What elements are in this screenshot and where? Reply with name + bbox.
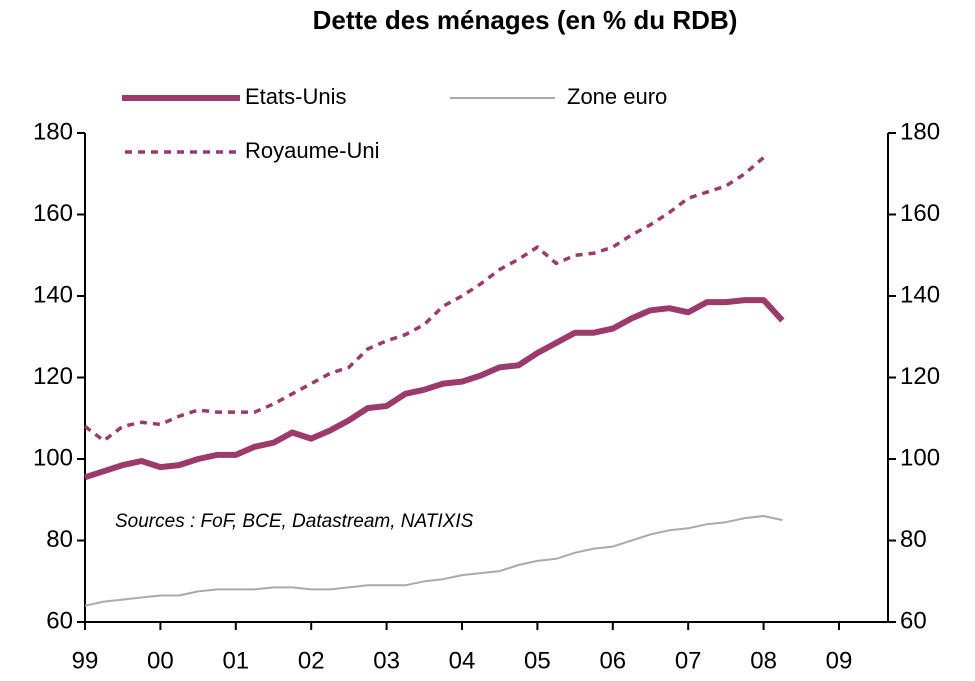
y2-tick-label: 120	[900, 363, 940, 390]
y-tick-label: 180	[33, 118, 73, 145]
x-tick-label: 08	[750, 647, 777, 674]
line-series	[83, 156, 765, 443]
y2-tick-label: 140	[900, 281, 940, 308]
y2-tick-label: 180	[900, 118, 940, 145]
y2-tick-label: 60	[900, 607, 927, 634]
x-tick-label: 09	[826, 647, 853, 674]
y-tick-label: 100	[33, 444, 73, 471]
y2-tick-label: 160	[900, 200, 940, 227]
x-tick-label: 99	[72, 647, 99, 674]
y2-tick-label: 80	[900, 526, 927, 553]
x-tick-label: 07	[675, 647, 702, 674]
x-tick-label: 06	[599, 647, 626, 674]
annotation: Sources : FoF, BCE, Datastream, NATIXIS	[115, 511, 474, 532]
legend-label: Etats-Unis	[245, 84, 346, 109]
line-series	[84, 297, 785, 481]
legend-label: Zone euro	[567, 84, 667, 109]
chart-title: Dette des ménages (en % du RDB)	[313, 5, 738, 35]
x-tick-label: 05	[524, 647, 551, 674]
x-tick-label: 04	[449, 647, 476, 674]
legend-label: Royaume-Uni	[245, 138, 380, 163]
y-tick-label: 60	[46, 607, 73, 634]
y2-tick-label: 100	[900, 444, 940, 471]
y-tick-label: 120	[33, 363, 73, 390]
x-tick-label: 03	[373, 647, 400, 674]
x-tick-label: 00	[147, 647, 174, 674]
x-tick-label: 01	[222, 647, 249, 674]
y-tick-label: 160	[33, 200, 73, 227]
line-series	[84, 515, 783, 607]
x-tick-label: 02	[298, 647, 325, 674]
y-tick-label: 80	[46, 526, 73, 553]
y-tick-label: 140	[33, 281, 73, 308]
